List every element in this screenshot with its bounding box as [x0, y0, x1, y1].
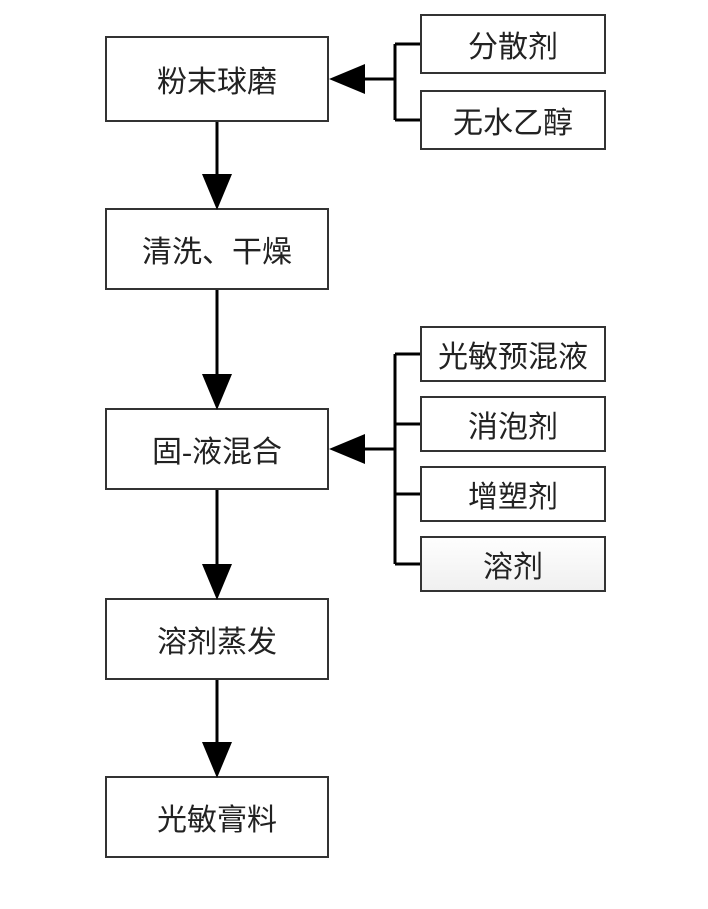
- node-label: 消泡剂: [468, 402, 558, 446]
- node-solvent-evaporation: 溶剂蒸发: [105, 598, 329, 680]
- node-anhydrous-ethanol: 无水乙醇: [420, 90, 606, 150]
- node-photosensitive-premix: 光敏预混液: [420, 326, 606, 382]
- node-label: 无水乙醇: [453, 98, 573, 142]
- node-label: 增塑剂: [468, 472, 558, 516]
- node-label: 光敏膏料: [157, 795, 277, 839]
- node-label: 分散剂: [468, 22, 558, 66]
- node-wash-dry: 清洗、干燥: [105, 208, 329, 290]
- node-plasticizer: 增塑剂: [420, 466, 606, 522]
- flowchart-diagram: 粉末球磨 清洗、干燥 固-液混合 溶剂蒸发 光敏膏料 分散剂 无水乙醇 光敏预混…: [0, 0, 708, 909]
- node-label: 光敏预混液: [438, 332, 588, 376]
- node-label: 溶剂蒸发: [157, 617, 277, 661]
- node-dispersant: 分散剂: [420, 14, 606, 74]
- node-solvent: 溶剂: [420, 536, 606, 592]
- node-defoamer: 消泡剂: [420, 396, 606, 452]
- node-label: 固-液混合: [152, 427, 282, 471]
- node-label: 粉末球磨: [157, 57, 277, 101]
- node-powder-ball-milling: 粉末球磨: [105, 36, 329, 122]
- node-label: 清洗、干燥: [142, 227, 292, 271]
- node-label: 溶剂: [483, 542, 543, 586]
- node-solid-liquid-mix: 固-液混合: [105, 408, 329, 490]
- node-photosensitive-paste: 光敏膏料: [105, 776, 329, 858]
